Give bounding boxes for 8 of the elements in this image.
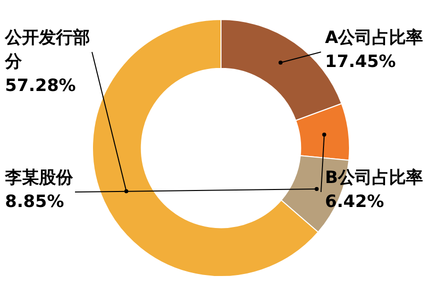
slice-label: B公司占比率 [325, 168, 423, 188]
slice-label: 公开发行部分 [4, 28, 90, 72]
data-label: 6.42% [325, 192, 384, 212]
data-label: 8.85% [5, 192, 64, 212]
slice-label: A公司占比率 [325, 28, 424, 48]
slice-label: 李某股份 [4, 168, 74, 188]
data-label: 57.28% [5, 76, 76, 96]
data-label: 17.45% [325, 52, 396, 72]
